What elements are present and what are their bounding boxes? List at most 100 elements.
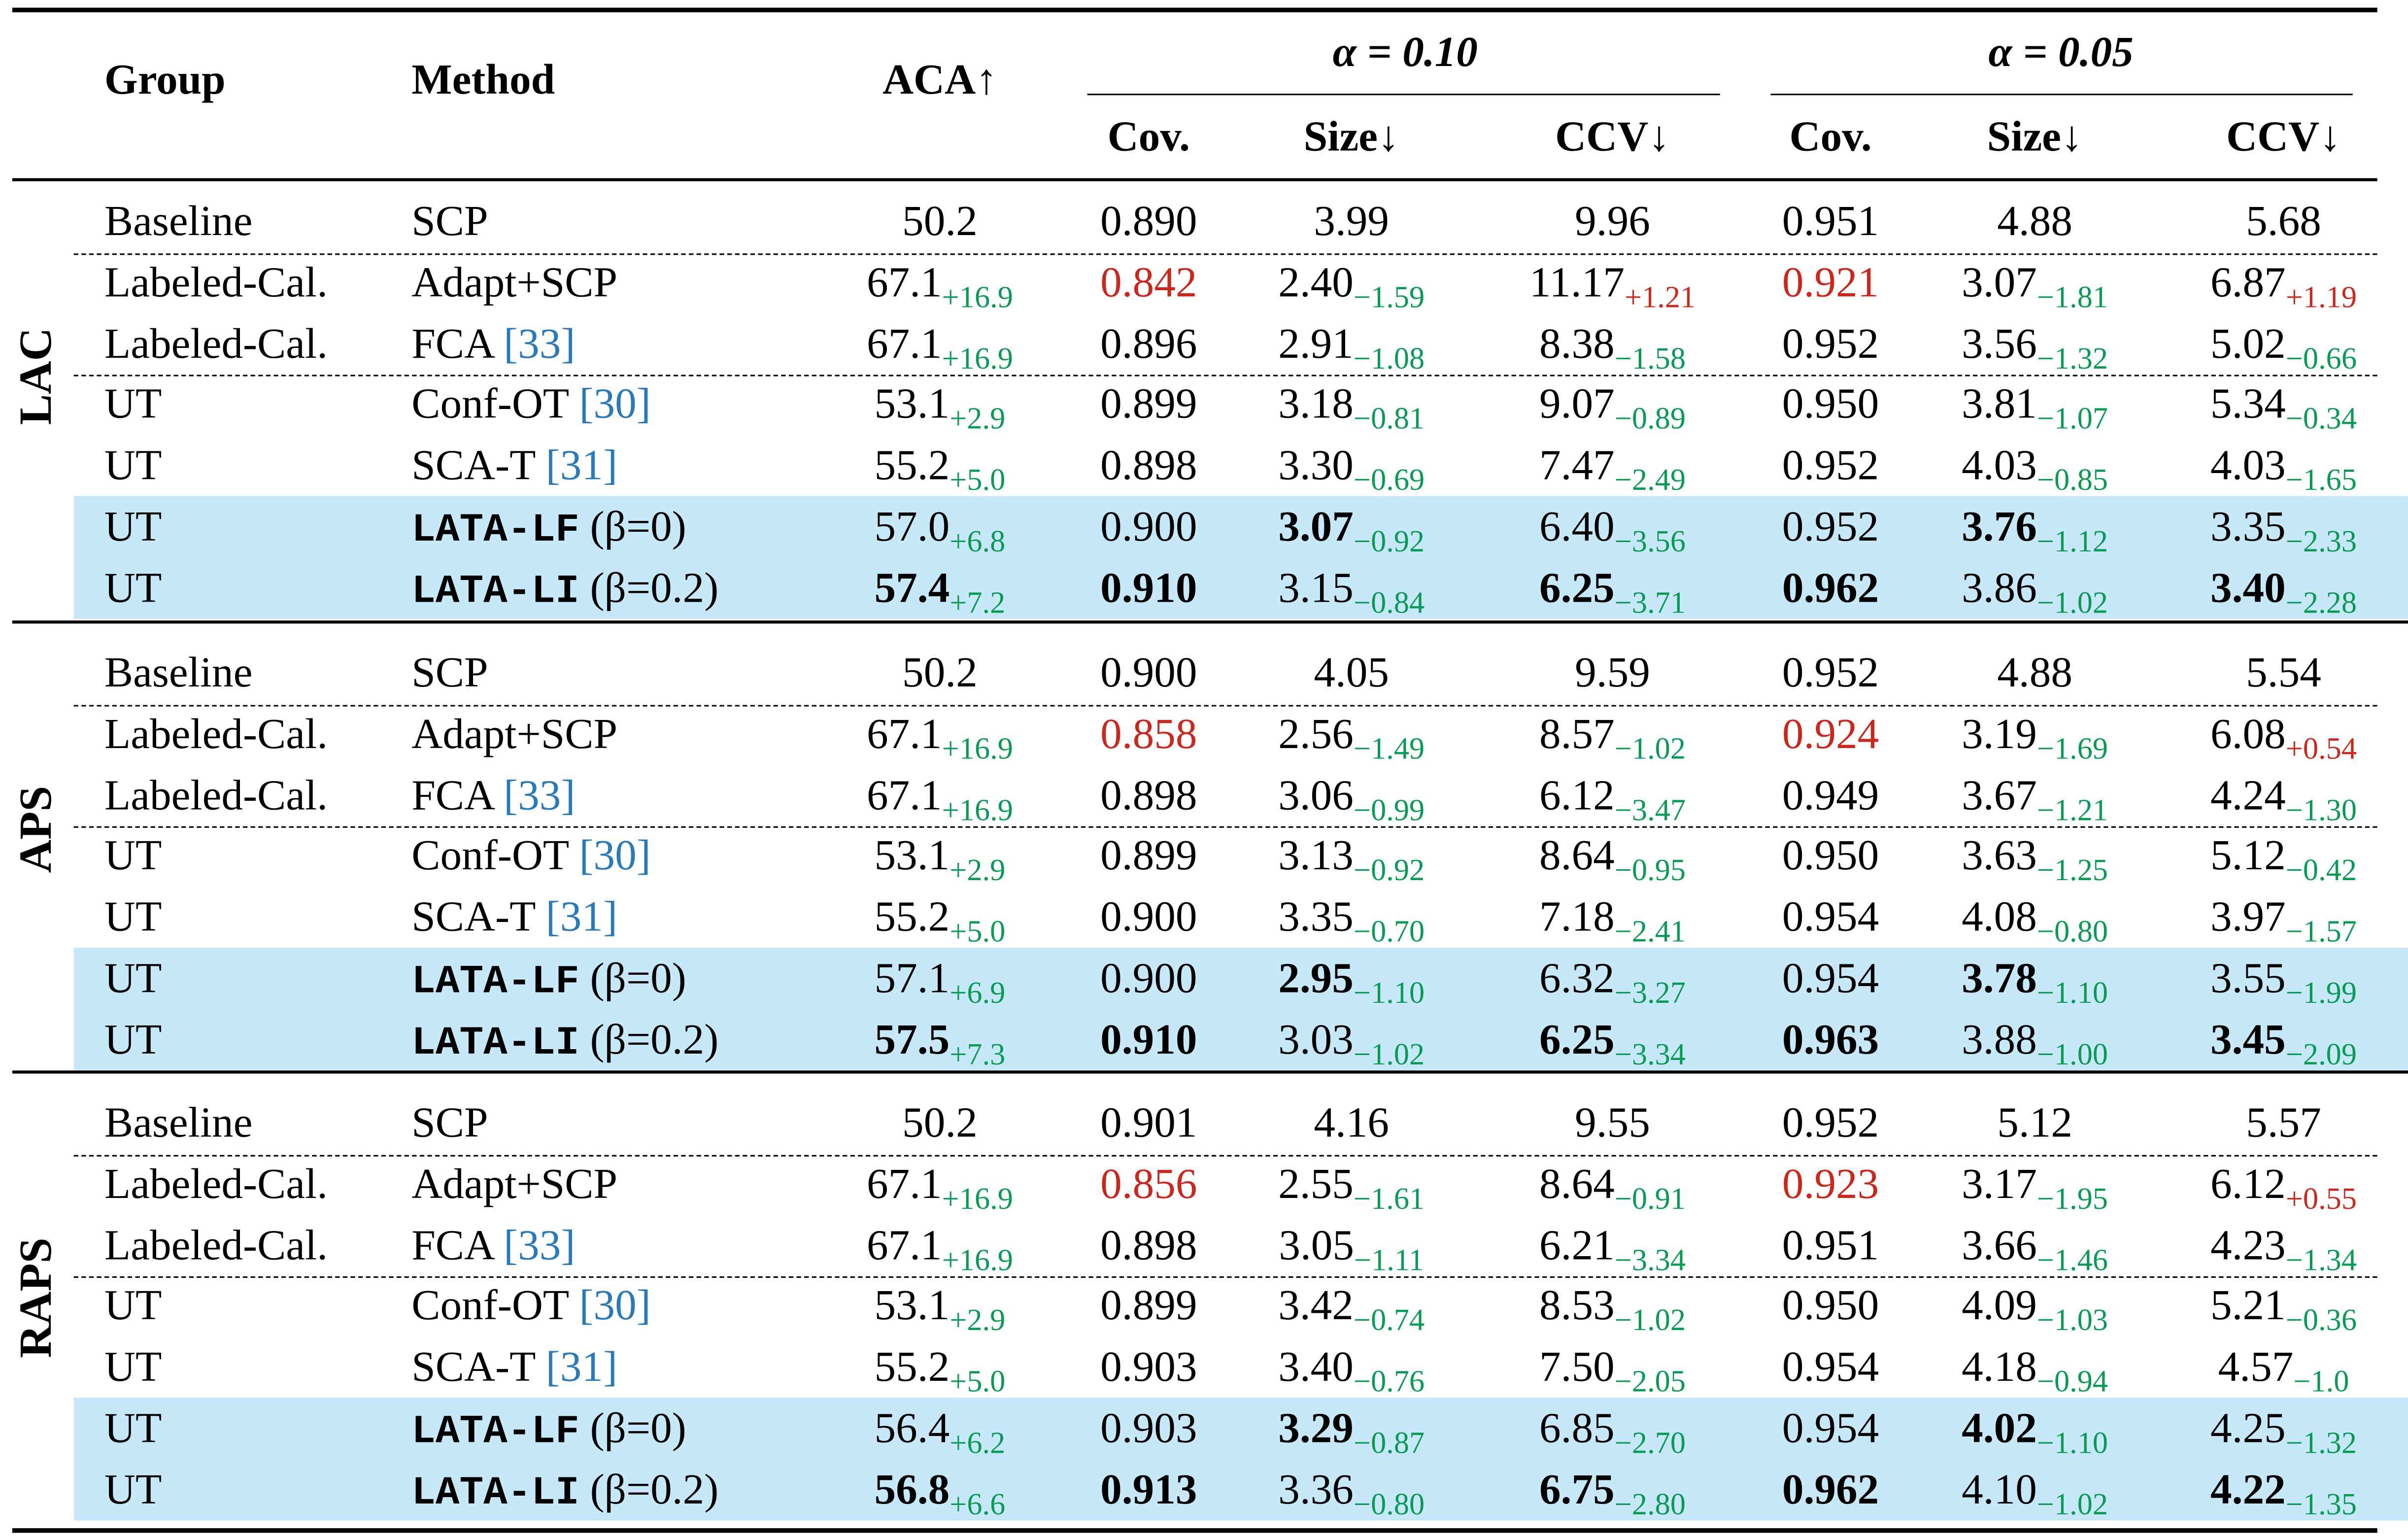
value-cell: 0.963 bbox=[1662, 1010, 2000, 1072]
section-separator bbox=[12, 1070, 2408, 1073]
value-cell: 0.913 bbox=[980, 1460, 1318, 1522]
delta: +1.19 bbox=[2285, 280, 2357, 315]
value-cell: 9.96 bbox=[1444, 192, 1782, 254]
value: 0.899 bbox=[1100, 381, 1197, 429]
citation-link[interactable]: [30] bbox=[579, 381, 651, 429]
delta: −0.94 bbox=[2036, 1366, 2108, 1400]
delta: +6.9 bbox=[950, 977, 1006, 1011]
value-cell: 6.75−2.80 bbox=[1444, 1460, 1782, 1522]
value: 9.55 bbox=[1575, 1099, 1650, 1148]
method-cell: SCP bbox=[411, 1094, 488, 1155]
value-cell: 8.53−1.02 bbox=[1444, 1277, 1782, 1338]
delta: −0.34 bbox=[2285, 403, 2357, 437]
delta: −1.30 bbox=[2285, 793, 2357, 827]
group-cell: Labeled-Cal. bbox=[104, 1161, 328, 1209]
header-rule bbox=[12, 178, 2377, 181]
value: 0.900 bbox=[1100, 955, 1197, 1003]
value: 4.57 bbox=[2218, 1344, 2294, 1392]
value: 9.59 bbox=[1575, 649, 1650, 697]
value-cell: 0.903 bbox=[980, 1338, 1318, 1400]
value: 9.07 bbox=[1539, 381, 1615, 429]
value: 4.10 bbox=[1962, 1466, 2037, 1514]
delta: −1.65 bbox=[2285, 464, 2357, 498]
value: 3.05 bbox=[1279, 1222, 1355, 1270]
delta: −1.10 bbox=[1353, 977, 1425, 1011]
value-cell: 3.17−1.95 bbox=[1866, 1155, 2204, 1216]
value: 3.40 bbox=[1278, 1344, 1354, 1392]
value-cell: 3.78−1.10 bbox=[1866, 949, 2204, 1011]
value: 0.910 bbox=[1100, 565, 1197, 613]
method-name: Conf-OT bbox=[411, 833, 569, 881]
value-cell: 3.40−2.28 bbox=[2115, 559, 2408, 620]
value-cell: 7.50−2.05 bbox=[1444, 1338, 1782, 1400]
value: 3.99 bbox=[1314, 198, 1390, 246]
citation-link[interactable]: [33] bbox=[504, 772, 576, 820]
value: 0.954 bbox=[1782, 955, 1879, 1003]
citation-link[interactable]: [33] bbox=[504, 1222, 576, 1270]
value-cell: 8.38−1.58 bbox=[1444, 314, 1782, 376]
citation-link[interactable]: [31] bbox=[545, 443, 618, 490]
highlight-rows bbox=[73, 948, 2408, 1071]
value: 4.08 bbox=[1962, 894, 2037, 942]
value: 4.02 bbox=[1962, 1405, 2037, 1453]
value-cell: 3.29−0.87 bbox=[1183, 1399, 1521, 1461]
method-name: Adapt+SCP bbox=[411, 259, 618, 307]
value-cell: 0.899 bbox=[980, 827, 1318, 889]
delta: +5.0 bbox=[950, 1366, 1006, 1400]
method-name: FCA bbox=[411, 320, 493, 368]
group-cell: UT bbox=[104, 443, 162, 490]
value-cell: 3.55−1.99 bbox=[2115, 949, 2408, 1011]
delta: +16.9 bbox=[942, 732, 1013, 766]
value-cell: 55.2+5.0 bbox=[771, 888, 1109, 950]
delta: −0.66 bbox=[2285, 342, 2357, 376]
citation-link[interactable]: [31] bbox=[545, 1344, 618, 1392]
value-cell: 0.842 bbox=[980, 253, 1318, 315]
delta: +0.54 bbox=[2285, 732, 2357, 766]
value: 0.896 bbox=[1100, 320, 1197, 368]
delta: −1.12 bbox=[2036, 525, 2108, 559]
value: 6.25 bbox=[1539, 1016, 1615, 1064]
citation-link[interactable]: [30] bbox=[579, 833, 651, 881]
citation-link[interactable]: [31] bbox=[545, 894, 618, 942]
value-cell: 0.899 bbox=[980, 1277, 1318, 1338]
delta: −1.61 bbox=[1353, 1182, 1425, 1216]
value: 4.22 bbox=[2210, 1466, 2286, 1514]
value-cell: 4.10−1.02 bbox=[1866, 1460, 2204, 1522]
value-cell: 67.1+16.9 bbox=[771, 766, 1109, 827]
value-cell: 56.4+6.2 bbox=[771, 1399, 1109, 1461]
delta: +5.0 bbox=[950, 916, 1006, 950]
delta: +6.6 bbox=[950, 1488, 1006, 1522]
value: 0.842 bbox=[1100, 259, 1197, 307]
method-name: LATA-LI bbox=[411, 568, 579, 615]
value-cell: 3.67−1.21 bbox=[1866, 766, 2204, 827]
value-cell: 3.03−1.02 bbox=[1183, 1010, 1521, 1072]
value-cell: 50.2 bbox=[771, 1094, 1109, 1155]
value: 0.950 bbox=[1782, 381, 1879, 429]
citation-link[interactable]: [30] bbox=[579, 1283, 651, 1331]
value: 3.07 bbox=[1962, 259, 2037, 307]
delta: −1.35 bbox=[2285, 1488, 2357, 1522]
value: 7.47 bbox=[1539, 443, 1615, 490]
value-cell: 0.954 bbox=[1662, 888, 2000, 950]
value-cell: 4.05 bbox=[1183, 644, 1521, 705]
value: 2.40 bbox=[1278, 259, 1354, 307]
value: 0.952 bbox=[1782, 649, 1879, 697]
value: 0.899 bbox=[1100, 1283, 1197, 1331]
value: 6.85 bbox=[1539, 1405, 1615, 1453]
value-cell: 4.16 bbox=[1183, 1094, 1521, 1155]
value: 6.12 bbox=[1539, 772, 1615, 820]
delta: +7.2 bbox=[950, 586, 1006, 620]
value: 6.21 bbox=[1539, 1222, 1615, 1270]
citation-link[interactable]: [33] bbox=[504, 320, 576, 368]
value-cell: 6.08+0.54 bbox=[2115, 705, 2408, 766]
value: 0.954 bbox=[1782, 1344, 1879, 1392]
delta: −2.05 bbox=[1614, 1366, 1686, 1400]
value: 67.1 bbox=[866, 1161, 942, 1209]
value-cell: 3.63−1.25 bbox=[1866, 827, 2204, 888]
value-cell: 0.952 bbox=[1662, 314, 2000, 376]
subheader-a005-cov: Cov. bbox=[1789, 113, 1872, 162]
delta: −3.71 bbox=[1614, 586, 1686, 620]
value: 4.25 bbox=[2210, 1405, 2286, 1453]
value-cell: 53.1+2.9 bbox=[771, 827, 1109, 888]
value-cell: 56.8+6.6 bbox=[771, 1460, 1109, 1522]
